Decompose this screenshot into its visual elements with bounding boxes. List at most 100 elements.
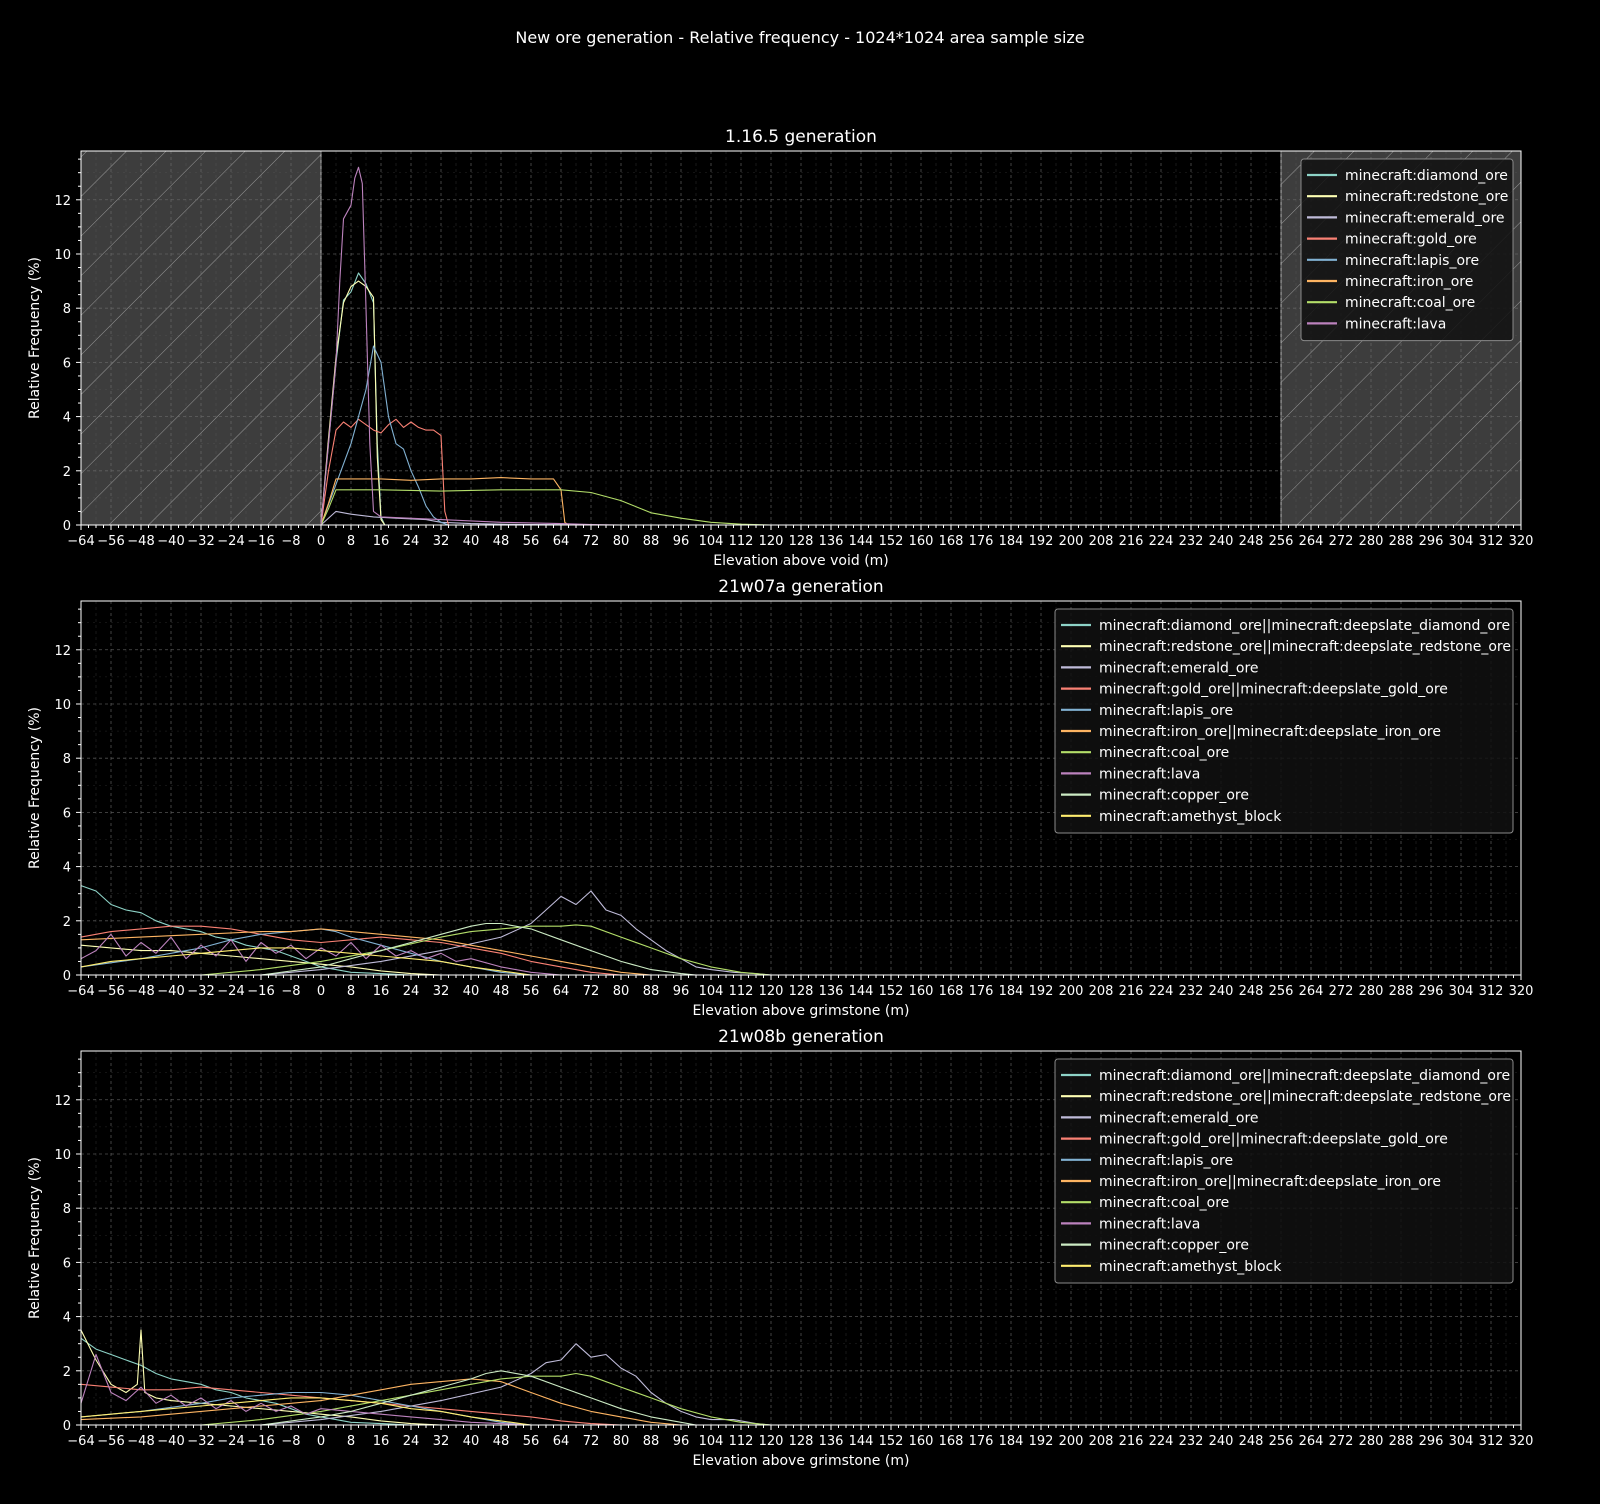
legend-entry: minecraft:diamond_ore||minecraft:deepsla…	[1099, 1068, 1510, 1084]
x-tick-label: 280	[1359, 1434, 1384, 1449]
legend-entry: minecraft:gold_ore	[1345, 232, 1477, 248]
legend-entry: minecraft:amethyst_block	[1099, 809, 1282, 825]
x-tick-label: 56	[523, 1434, 540, 1449]
x-tick-label: 256	[1269, 534, 1294, 549]
x-tick-label: 112	[729, 534, 754, 549]
x-tick-label: 8	[347, 984, 355, 999]
x-tick-label: −24	[217, 534, 244, 549]
y-tick-label: 12	[54, 644, 71, 659]
x-tick-label: −64	[67, 1434, 94, 1449]
legend-entry: minecraft:lava	[1099, 1216, 1200, 1232]
legend-entry: minecraft:redstone_ore	[1345, 189, 1508, 205]
series-line	[81, 1343, 1521, 1426]
x-tick-label: 208	[1089, 1434, 1114, 1449]
x-tick-label: 304	[1449, 1434, 1474, 1449]
x-tick-label: 304	[1449, 534, 1474, 549]
x-tick-label: 144	[849, 984, 874, 999]
x-tick-label: 152	[879, 1434, 904, 1449]
y-tick-label: 6	[63, 1256, 71, 1271]
x-tick-label: 144	[849, 1434, 874, 1449]
x-tick-label: 96	[673, 984, 690, 999]
x-tick-label: 16	[373, 1434, 390, 1449]
series-group	[320, 166, 1521, 526]
y-tick-label: 4	[63, 861, 71, 876]
x-tick-label: 208	[1089, 534, 1114, 549]
legend-entry: minecraft:diamond_ore	[1345, 168, 1508, 184]
x-tick-label: 200	[1059, 1434, 1084, 1449]
x-tick-label: 120	[759, 1434, 784, 1449]
series-line	[80, 1353, 1521, 1426]
x-tick-label: −56	[97, 984, 124, 999]
y-tick-label: 4	[63, 411, 71, 426]
x-tick-label: 8	[347, 1434, 355, 1449]
x-tick-label: 176	[969, 1434, 994, 1449]
x-tick-label: 40	[463, 1434, 480, 1449]
x-tick-label: 0	[317, 984, 325, 999]
x-tick-label: 112	[729, 1434, 754, 1449]
x-tick-label: 168	[939, 984, 964, 999]
x-tick-label: 192	[1029, 984, 1054, 999]
x-tick-label: 136	[819, 1434, 844, 1449]
x-tick-label: 56	[523, 984, 540, 999]
legend-entry: minecraft:emerald_ore	[1345, 210, 1505, 226]
series-line	[80, 1397, 1521, 1426]
x-tick-label: 128	[789, 534, 814, 549]
x-tick-label: 184	[999, 534, 1024, 549]
x-tick-label: 0	[317, 534, 325, 549]
x-tick-label: 24	[403, 534, 420, 549]
x-tick-label: 96	[673, 1434, 690, 1449]
x-tick-label: 200	[1059, 534, 1084, 549]
x-tick-label: 128	[789, 1434, 814, 1449]
x-tick-label: 272	[1329, 534, 1354, 549]
x-tick-label: 72	[583, 534, 600, 549]
y-axis: 0 2 4 6 8 10 12 Relative Frequency (%)	[27, 1058, 81, 1434]
x-tick-label: 296	[1419, 1434, 1444, 1449]
y-tick-label: 10	[54, 248, 71, 263]
x-tick-label: −64	[67, 534, 94, 549]
legend-entry: minecraft:copper_ore	[1099, 788, 1249, 804]
legend: minecraft:diamond_ore||minecraft:deepsla…	[1054, 1058, 1514, 1284]
x-tick-label: −48	[127, 534, 154, 549]
x-tick-label: 112	[729, 984, 754, 999]
series-line	[80, 947, 1521, 976]
chart-panel-3: −64 −56 −48 −40 −32 −24 −16 −8 0 8 16 24 32 40 48 56 64 7…	[27, 1027, 1533, 1469]
y-tick-label: 12	[54, 194, 71, 209]
chart-title: 21w07a generation	[718, 577, 883, 597]
chart-panels: −64 −56 −48 −40 −32 −24 −16 −8 0 8 16 24 32 40 48 56 64 7…	[27, 127, 1533, 1469]
x-tick-label: −8	[281, 534, 300, 549]
x-tick-label: 48	[493, 1434, 510, 1449]
x-tick-label: 136	[819, 534, 844, 549]
x-tick-label: 64	[553, 984, 570, 999]
legend-box	[1054, 1058, 1514, 1284]
legend-entry: minecraft:lava	[1099, 766, 1200, 782]
x-tick-label: −24	[217, 1434, 244, 1449]
y-axis-label: Relative Frequency (%)	[27, 707, 43, 869]
x-tick-label: −8	[281, 984, 300, 999]
chart-panel-2: −64 −56 −48 −40 −32 −24 −16 −8 0 8 16 24 32 40 48 56 64 7…	[27, 577, 1533, 1019]
x-tick-label: 128	[789, 984, 814, 999]
series-line	[320, 166, 1521, 526]
x-tick-label: 296	[1419, 984, 1444, 999]
x-tick-label: −48	[127, 984, 154, 999]
x-axis: −64 −56 −48 −40 −32 −24 −16 −8 0 8 16 24 32 40 48 56 64 7…	[67, 525, 1533, 569]
x-tick-label: 96	[673, 534, 690, 549]
series-line	[80, 944, 1521, 976]
x-tick-label: 312	[1479, 984, 1504, 999]
x-tick-label: 192	[1029, 1434, 1054, 1449]
x-tick-label: −32	[187, 1434, 214, 1449]
legend-entry: minecraft:redstone_ore||minecraft:deepsl…	[1099, 639, 1511, 655]
series-line	[81, 922, 1521, 976]
series-line	[80, 885, 1521, 976]
x-tick-label: 144	[849, 534, 874, 549]
series-line	[80, 1337, 1521, 1426]
y-tick-label: 8	[63, 1202, 71, 1217]
x-tick-label: 152	[879, 534, 904, 549]
x-tick-label: 304	[1449, 984, 1474, 999]
x-tick-label: 312	[1479, 534, 1504, 549]
x-tick-label: 216	[1119, 984, 1144, 999]
x-tick-label: 72	[583, 1434, 600, 1449]
x-tick-label: −40	[157, 984, 184, 999]
series-line	[320, 477, 1521, 526]
x-tick-label: −16	[247, 1434, 274, 1449]
